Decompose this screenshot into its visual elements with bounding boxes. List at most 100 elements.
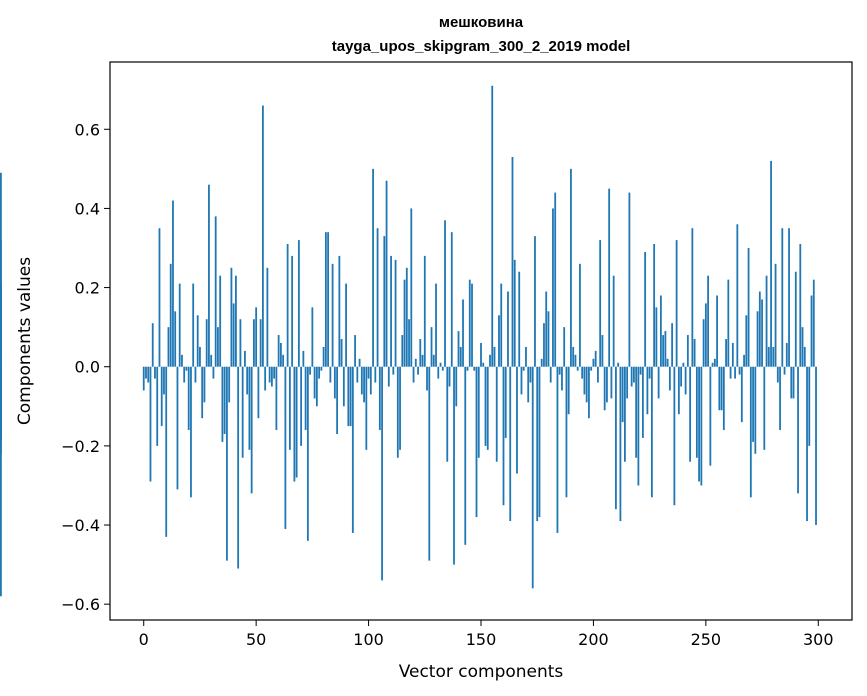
bar — [417, 366, 419, 375]
bar — [774, 263, 777, 367]
bar — [529, 366, 532, 383]
bar — [288, 366, 291, 450]
bar — [284, 366, 287, 529]
bar — [453, 366, 455, 565]
bar — [691, 228, 694, 367]
bar — [745, 315, 748, 367]
bar — [304, 366, 307, 431]
bar — [232, 303, 235, 367]
bar — [615, 366, 617, 510]
bar — [405, 267, 408, 367]
bar — [565, 366, 568, 498]
bar — [244, 350, 246, 367]
bar — [500, 283, 503, 367]
bar — [237, 366, 240, 569]
bar — [297, 240, 300, 367]
bar — [747, 248, 750, 367]
bar — [282, 354, 285, 367]
bar — [205, 319, 208, 367]
bar — [673, 366, 676, 506]
bar — [264, 366, 267, 391]
bar — [502, 366, 505, 506]
bar — [286, 244, 289, 367]
bar — [650, 366, 653, 498]
bar — [156, 366, 159, 446]
bar — [671, 323, 674, 367]
bar — [192, 283, 195, 367]
bar — [763, 366, 766, 450]
bar — [212, 366, 215, 379]
bar — [347, 366, 350, 427]
bar — [736, 224, 739, 367]
bar — [511, 156, 514, 367]
bar — [165, 366, 168, 537]
bar — [169, 263, 172, 367]
bar — [812, 279, 815, 367]
bar — [333, 366, 336, 399]
bar — [203, 366, 206, 403]
bar — [421, 354, 424, 367]
bar — [190, 366, 192, 498]
bar — [630, 366, 633, 387]
bar — [223, 366, 226, 434]
bar — [713, 358, 716, 367]
bar — [558, 366, 561, 375]
x-axis: 0 50 100 150 200 250 300 — [139, 620, 834, 649]
bar — [646, 366, 649, 415]
bar — [219, 275, 222, 367]
bar — [376, 228, 379, 367]
bar — [291, 255, 294, 367]
bar — [482, 362, 485, 367]
bar — [635, 366, 638, 458]
bar — [743, 354, 745, 367]
bar — [725, 339, 727, 367]
bar — [466, 366, 469, 371]
bar — [808, 366, 811, 446]
bar — [677, 366, 680, 415]
bar — [489, 354, 491, 367]
bar — [432, 354, 435, 367]
bar — [185, 366, 188, 371]
bar — [142, 366, 145, 391]
bar — [365, 366, 368, 450]
bar — [277, 335, 280, 367]
bar — [462, 299, 464, 367]
bar — [455, 366, 458, 407]
bar — [637, 366, 640, 486]
bar — [396, 366, 399, 458]
bar — [752, 366, 754, 442]
bar — [318, 366, 321, 379]
bar — [549, 366, 552, 383]
bar — [394, 259, 397, 367]
bar — [740, 366, 743, 423]
bar — [498, 315, 500, 367]
bar — [279, 342, 282, 367]
bar — [295, 366, 298, 478]
bar — [581, 366, 584, 379]
bar — [554, 192, 557, 367]
bar — [590, 366, 593, 371]
bar — [788, 228, 790, 367]
bar — [419, 339, 422, 367]
bar — [336, 366, 338, 434]
bar — [302, 350, 305, 367]
bar — [480, 342, 482, 367]
bar — [315, 366, 318, 407]
bar — [441, 366, 444, 371]
bar — [585, 366, 588, 403]
bar — [704, 303, 707, 367]
bar — [783, 366, 786, 375]
bar — [246, 366, 249, 395]
bar — [414, 358, 417, 367]
bar — [369, 366, 372, 395]
bar — [0, 366, 2, 597]
bar — [345, 283, 347, 367]
bar — [563, 327, 566, 367]
bar — [767, 346, 770, 367]
bar — [810, 295, 813, 367]
bar — [639, 366, 642, 375]
bar — [540, 358, 543, 367]
bar — [556, 366, 559, 533]
bar — [378, 366, 381, 431]
